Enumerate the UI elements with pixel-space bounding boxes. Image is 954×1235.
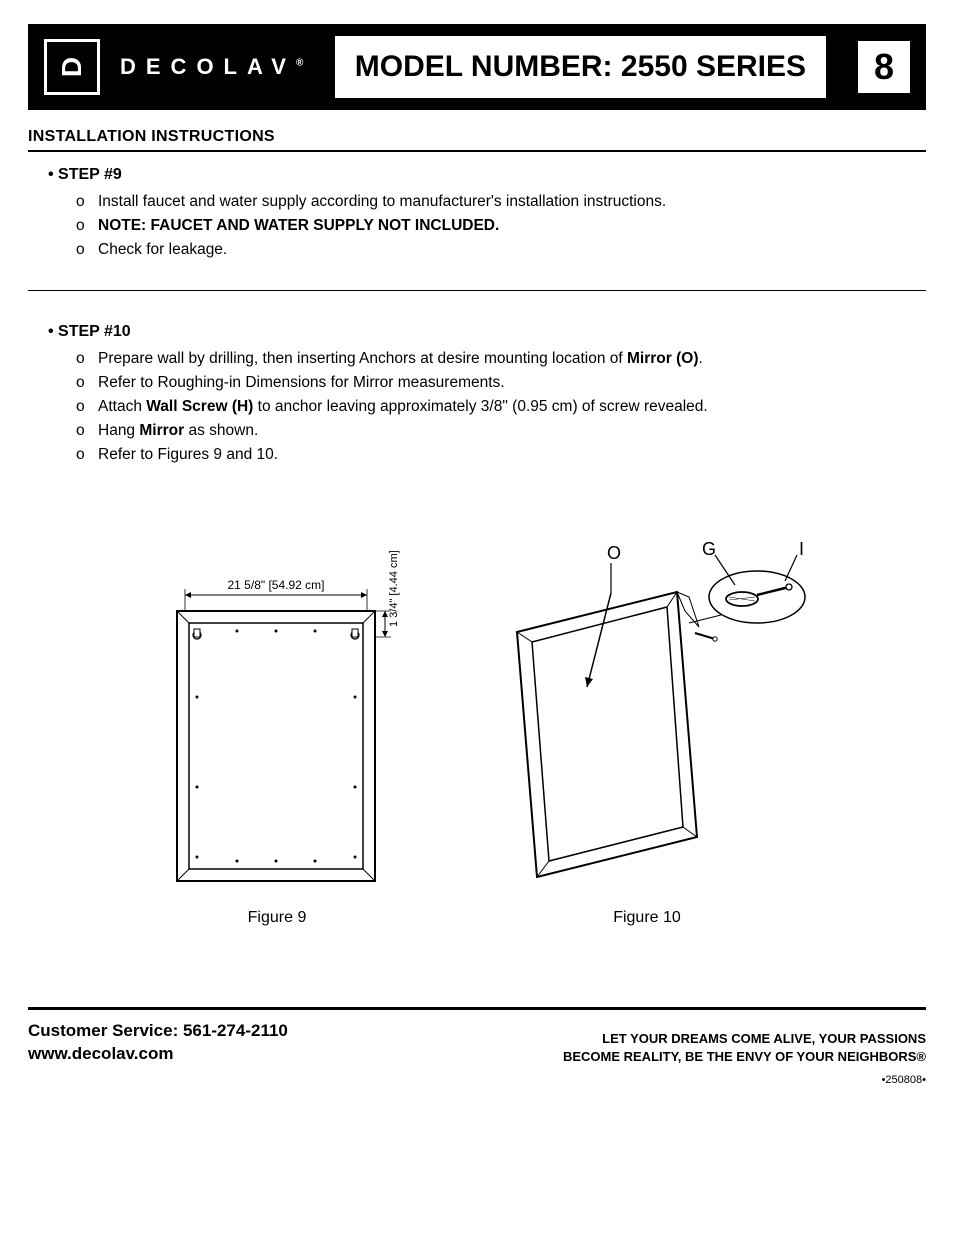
step-10-list: oPrepare wall by drilling, then insertin… [76,347,916,467]
figure-9-svg: 21 5/8" [54.92 cm] 1 3/4" [4.44 cm] [137,537,417,897]
figure-10: O G [477,537,817,927]
figure-10-svg: O G [477,537,817,897]
header-bar: D DECOLAV® MODEL NUMBER: 2550 SERIES 8 [28,24,926,110]
step-9-title: STEP #9 [48,166,916,184]
doc-number: •250808• [28,1074,926,1086]
footer-left: Customer Service: 561-274-2110 www.decol… [28,1020,288,1066]
fig10-label-o: O [607,543,621,563]
tagline-line-1: LET YOUR DREAMS COME ALIVE, YOUR PASSION… [563,1030,926,1048]
fig10-label-g: G [702,539,716,559]
fig9-width-label: 21 5/8" [54.92 cm] [228,578,325,592]
figure-9-caption: Figure 9 [137,909,417,927]
website-text: www.decolav.com [28,1043,288,1066]
step-9-block: STEP #9 oInstall faucet and water supply… [28,152,926,282]
model-number-box: MODEL NUMBER: 2550 SERIES [335,36,826,98]
logo-icon: D [44,39,100,95]
footer-bar: Customer Service: 561-274-2110 www.decol… [28,1007,926,1070]
fig9-height-label: 1 3/4" [4.44 cm] [388,550,400,627]
step-10-item: Attach Wall Screw (H) to anchor leaving … [98,395,708,419]
step-10-item: Refer to Roughing-in Dimensions for Mirr… [98,371,505,395]
step-10-item: Refer to Figures 9 and 10. [98,443,278,467]
figure-9: 21 5/8" [54.92 cm] 1 3/4" [4.44 cm] [137,537,417,927]
step-9-item: Install faucet and water supply accordin… [98,190,666,214]
section-title: INSTALLATION INSTRUCTIONS [28,128,926,152]
tagline-line-2: BECOME REALITY, BE THE ENVY OF YOUR NEIG… [563,1048,926,1066]
step-9-item: Check for leakage. [98,238,227,262]
brand-name: DECOLAV® [120,54,303,80]
step-10-item: Hang Mirror as shown. [98,419,258,443]
step-10-block: STEP #10 oPrepare wall by drilling, then… [28,309,926,487]
footer-right: LET YOUR DREAMS COME ALIVE, YOUR PASSION… [563,1030,926,1066]
fig10-label-i: I [799,539,804,559]
step-9-item: NOTE: FAUCET AND WATER SUPPLY NOT INCLUD… [98,214,499,238]
figure-10-caption: Figure 10 [477,909,817,927]
figures-row: 21 5/8" [54.92 cm] 1 3/4" [4.44 cm] [28,537,926,927]
step-10-item: Prepare wall by drilling, then inserting… [98,347,703,371]
divider [28,290,926,291]
page-number-box: 8 [858,41,910,93]
step-10-title: STEP #10 [48,323,916,341]
step-9-list: oInstall faucet and water supply accordi… [76,190,916,262]
customer-service-text: Customer Service: 561-274-2110 [28,1020,288,1043]
